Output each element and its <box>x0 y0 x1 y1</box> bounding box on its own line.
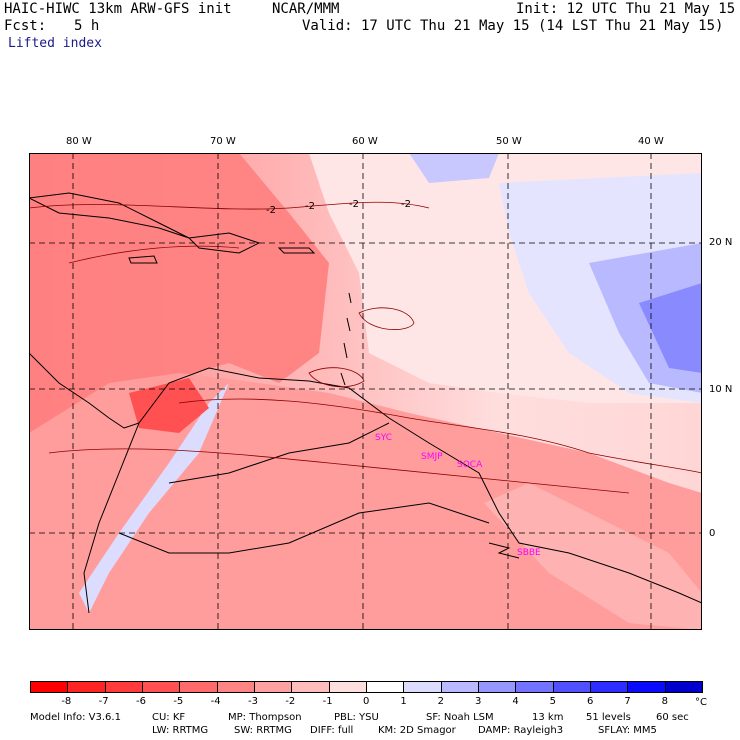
colorbar-swatch <box>30 681 68 693</box>
contour-label: -2 <box>305 201 315 212</box>
info-mp: MP: Thompson <box>228 712 302 723</box>
station-smjp: SMJP <box>421 452 443 462</box>
colorbar-swatch <box>664 681 703 693</box>
colorbar-tick-label: 1 <box>400 696 407 707</box>
contour-blob2 <box>308 367 365 388</box>
contour-label: -2 <box>349 199 359 210</box>
colorbar-tick-label: 6 <box>587 696 594 707</box>
lat-label-0: 0 <box>709 528 716 539</box>
colorbar-swatch <box>216 681 255 693</box>
coastline-antilles <box>340 292 352 386</box>
colorbar-tick-label: 8 <box>661 696 669 707</box>
colorbar-swatch <box>104 681 143 693</box>
station-sbbe: SBBE <box>517 548 541 558</box>
colorbar-swatch <box>552 681 591 693</box>
field-plume <box>484 483 702 630</box>
info-lw: LW: RRTMG <box>152 725 209 736</box>
colorbar-swatch <box>366 681 404 693</box>
valid-time: Valid: 17 UTC Thu 21 May 15 (14 LST Thu … <box>302 18 724 34</box>
map-panel: -2 -2 -2 -2 SYC SMJP SOCA SBBE <box>29 153 702 630</box>
contour-lower <box>178 398 702 474</box>
lat-label-10n: 10 N <box>709 384 733 395</box>
colorbar-tick-label: 0 <box>363 696 370 707</box>
info-sw: SW: RRTMG <box>234 725 292 736</box>
colorbar-swatch <box>67 681 106 693</box>
coastline-jamaica <box>128 255 158 264</box>
fcst-label: Fcst: <box>4 18 47 34</box>
colorbar-tick-label: -5 <box>173 696 184 707</box>
field-name: Lifted index <box>8 36 102 51</box>
colorbar-tick-label: -3 <box>248 696 258 707</box>
colorbar-tick-label: -1 <box>322 696 333 707</box>
colorbar-swatch <box>440 681 479 693</box>
info-res: 13 km <box>532 712 564 723</box>
info-diff: DIFF: full <box>310 725 354 736</box>
lon-label-70w: 70 W <box>210 136 236 147</box>
info-km: KM: 2D Smagor <box>378 725 456 736</box>
colorbar-swatch <box>142 681 180 693</box>
lon-label-50w: 50 W <box>496 136 522 147</box>
info-damp: DAMP: Rayleigh3 <box>478 725 564 736</box>
info-cu: CU: KF <box>152 712 186 723</box>
coastline-central-america <box>29 352 140 429</box>
colorbar-swatch <box>403 681 442 693</box>
field-warm-west <box>29 153 329 433</box>
field-cool-north <box>409 153 499 183</box>
info-sflay: SFLAY: MM5 <box>598 725 657 736</box>
colorbar-tick-label: 5 <box>549 696 557 707</box>
contour-north <box>29 201 430 210</box>
contour-label: -2 <box>266 205 276 216</box>
contour-mid <box>68 245 240 264</box>
colorbar-swatch <box>254 681 292 693</box>
colorbar-tick-label: 7 <box>624 696 631 707</box>
colorbar-swatch <box>328 681 367 693</box>
org-label: NCAR/MMM <box>272 1 340 17</box>
river-orinoco <box>168 422 390 484</box>
colorbar-tick-label: -8 <box>61 696 72 707</box>
colorbar-swatch <box>478 681 516 693</box>
contour-label: -2 <box>401 199 411 210</box>
contour-south <box>48 448 630 494</box>
river-amazon <box>488 542 520 559</box>
coastline-puerto-rico <box>277 247 316 254</box>
contour-blob1 <box>358 307 415 330</box>
info-sf: SF: Noah LSM <box>426 712 494 723</box>
station-soca: SOCA <box>457 460 483 470</box>
colorbar-tick-label: -2 <box>285 696 296 707</box>
lon-label-40w: 40 W <box>638 136 664 147</box>
init-time: Init: 12 UTC Thu 21 May 15 <box>516 1 736 17</box>
colorbar-tick-label: -4 <box>210 696 221 707</box>
colorbar-tick-label: -6 <box>136 696 146 707</box>
info-levels: 51 levels <box>586 712 631 723</box>
colorbar-unit: °C <box>695 697 707 708</box>
fcst-value: 5 h <box>74 18 100 34</box>
lon-label-60w: 60 W <box>352 136 378 147</box>
colorbar-tick-label: -7 <box>98 696 109 707</box>
colorbar-tick-label: 3 <box>475 696 482 707</box>
model-title: HAIC-HIWC 13km ARW-GFS init <box>4 1 232 17</box>
colorbar-swatch <box>627 681 666 693</box>
info-timestep: 60 sec <box>656 712 689 723</box>
colorbar-tick-label: 2 <box>437 696 445 707</box>
info-pbl: PBL: YSU <box>334 712 379 723</box>
colorbar-swatch <box>291 681 330 693</box>
colorbar-tick-label: 4 <box>512 696 519 707</box>
info-version: Model Info: V3.6.1 <box>30 712 121 723</box>
colorbar-swatch <box>179 681 218 693</box>
field-coolest-east <box>639 283 702 373</box>
field-andes <box>79 383 229 613</box>
colorbar-swatch <box>515 681 554 693</box>
coastline-south-america <box>138 367 702 604</box>
station-syc: SYC <box>375 433 392 443</box>
lat-label-20n: 20 N <box>709 237 733 248</box>
colorbar-swatch <box>590 681 628 693</box>
coastline-pacific <box>83 422 140 614</box>
field-strong-cell <box>129 378 209 433</box>
lon-label-80w: 80 W <box>66 136 92 147</box>
border-brazil <box>118 502 490 554</box>
map-frame <box>29 153 702 630</box>
